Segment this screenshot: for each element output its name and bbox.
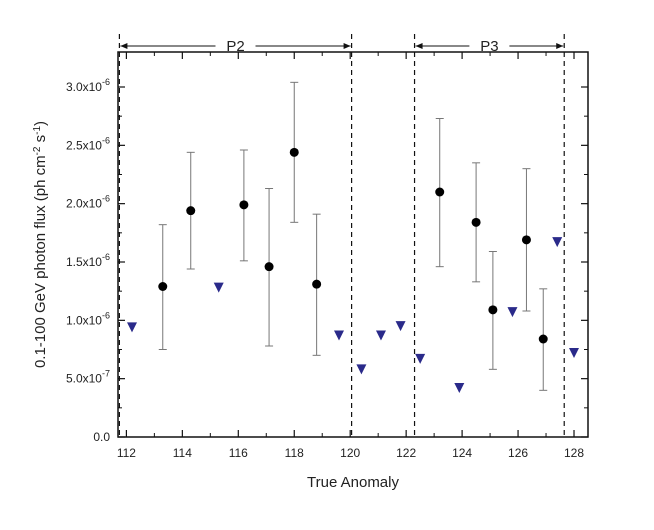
x-tick-label: 126 — [508, 446, 528, 460]
period-arrowhead-left — [415, 43, 423, 49]
period-arrowhead-right — [556, 43, 564, 49]
detection-point — [158, 282, 168, 291]
upper-limit-point — [213, 282, 224, 293]
x-tick-label: 122 — [396, 446, 416, 460]
period-arrowhead-right — [343, 43, 351, 49]
y-tick-label: 1.5x10-6 — [66, 252, 110, 269]
detection-point — [289, 147, 299, 157]
y-tick-label: 2.0x10-6 — [66, 194, 110, 211]
upper-limit-point — [356, 364, 367, 375]
detection-point — [488, 305, 498, 315]
upper-limit-point — [334, 330, 345, 341]
detection-point — [312, 279, 322, 289]
x-tick-label: 124 — [452, 446, 472, 460]
y-tick-label: 1.0x10-6 — [66, 310, 110, 327]
plot-frame — [117, 51, 589, 438]
period-label: P2 — [226, 38, 244, 55]
period-boundaries — [118, 34, 565, 437]
x-tick-label: 116 — [229, 446, 248, 460]
period-annotations: P2 P3 — [120, 38, 564, 55]
detection-point — [186, 206, 196, 216]
upper-limit-point — [507, 307, 518, 318]
y-tick-label: 5.0x10-7 — [66, 369, 110, 386]
detection-point — [471, 217, 481, 227]
error-bars — [158, 81, 548, 391]
y-tick-label: 0.0 — [93, 430, 110, 444]
period-arrowhead-left — [120, 43, 128, 49]
detection-point — [435, 187, 445, 197]
y-axis-ticks: 0.0 5.0x10-7 1.0x10-6 1.5x10-6 2.0x10-6 2.5x1… — [66, 77, 588, 444]
upper-limit-point — [415, 353, 426, 364]
upper-limit-point — [552, 237, 563, 248]
x-tick-label: 112 — [117, 446, 136, 460]
x-tick-label: 118 — [285, 446, 304, 460]
detection-point — [521, 235, 531, 245]
x-axis-ticks: 112 114 116 118 120 122 124 126 128 — [117, 52, 584, 460]
data-markers — [126, 147, 580, 393]
y-axis-title: 0.1-100 GeV photon flux (ph cm-2 s-1) — [32, 121, 50, 368]
period-label: P3 — [480, 38, 498, 55]
x-tick-label: 128 — [564, 446, 584, 460]
detection-point — [264, 262, 274, 272]
y-tick-label: 2.5x10-6 — [66, 135, 110, 152]
upper-limit-point — [395, 321, 406, 332]
upper-limit-point — [375, 330, 386, 341]
y-tick-label: 3.0x10-6 — [66, 77, 110, 94]
x-axis-title: True Anomaly — [307, 474, 399, 491]
x-tick-label: 120 — [340, 446, 360, 460]
upper-limit-point — [569, 348, 580, 358]
x-tick-label: 114 — [173, 446, 192, 460]
detection-point — [239, 200, 249, 210]
upper-limit-point — [126, 322, 137, 333]
detection-point — [538, 334, 548, 344]
upper-limit-point — [454, 383, 465, 393]
